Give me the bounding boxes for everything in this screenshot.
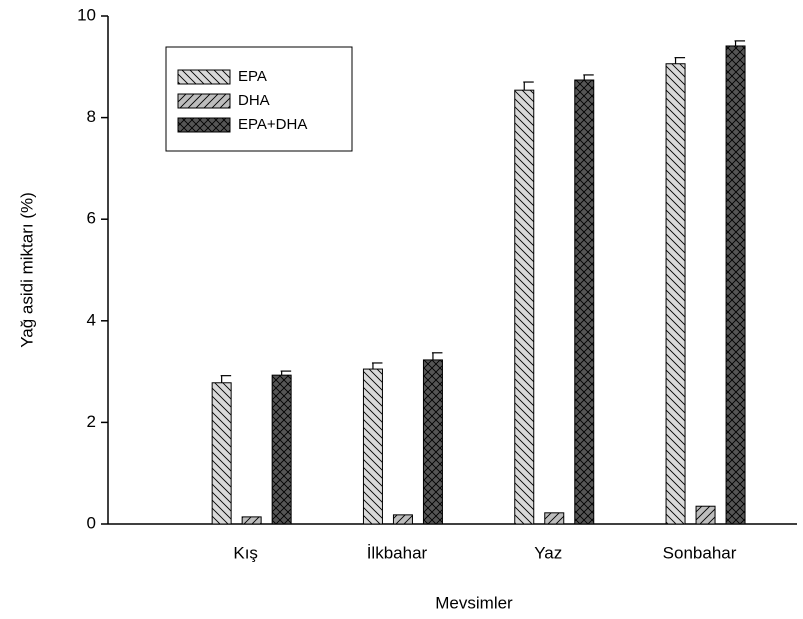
bar: [725, 45, 746, 525]
x-tick-label: Sonbahar: [663, 543, 737, 562]
x-axis-label: Mevsimler: [435, 593, 513, 612]
bar: [514, 89, 535, 525]
legend-label: EPA: [238, 68, 267, 85]
legend-label: DHA: [238, 92, 270, 109]
legend-swatch: [177, 93, 231, 109]
y-tick-label: 6: [87, 209, 96, 228]
legend-label: EPA+DHA: [238, 116, 307, 133]
bar: [695, 505, 716, 525]
error-bar: [371, 362, 383, 370]
y-tick-label: 4: [87, 310, 96, 329]
bar: [271, 374, 292, 525]
x-tick-label: Kış: [233, 543, 258, 562]
error-bar: [523, 81, 534, 91]
x-tick-label: İlkbahar: [367, 543, 428, 562]
bar: [241, 516, 262, 525]
bar: [544, 512, 565, 525]
error-bar: [583, 74, 594, 81]
error-bar: [220, 375, 232, 383]
bar: [392, 514, 413, 525]
bar: [665, 63, 686, 525]
bar: [422, 359, 443, 525]
error-bar: [280, 370, 292, 376]
error-bar: [431, 352, 443, 360]
bar: [362, 368, 383, 525]
error-bar: [674, 57, 686, 64]
legend-swatch: [177, 117, 231, 133]
y-tick-label: 0: [87, 513, 96, 532]
bar: [574, 79, 595, 525]
y-tick-label: 8: [87, 107, 96, 126]
bar: [211, 382, 232, 525]
legend-swatch: [177, 69, 231, 85]
x-tick-label: Yaz: [534, 543, 562, 562]
error-bar: [734, 40, 746, 46]
y-axis-label: Yağ asidi miktarı (%): [17, 192, 36, 348]
y-tick-label: 10: [77, 5, 96, 24]
y-tick-label: 2: [87, 412, 96, 431]
